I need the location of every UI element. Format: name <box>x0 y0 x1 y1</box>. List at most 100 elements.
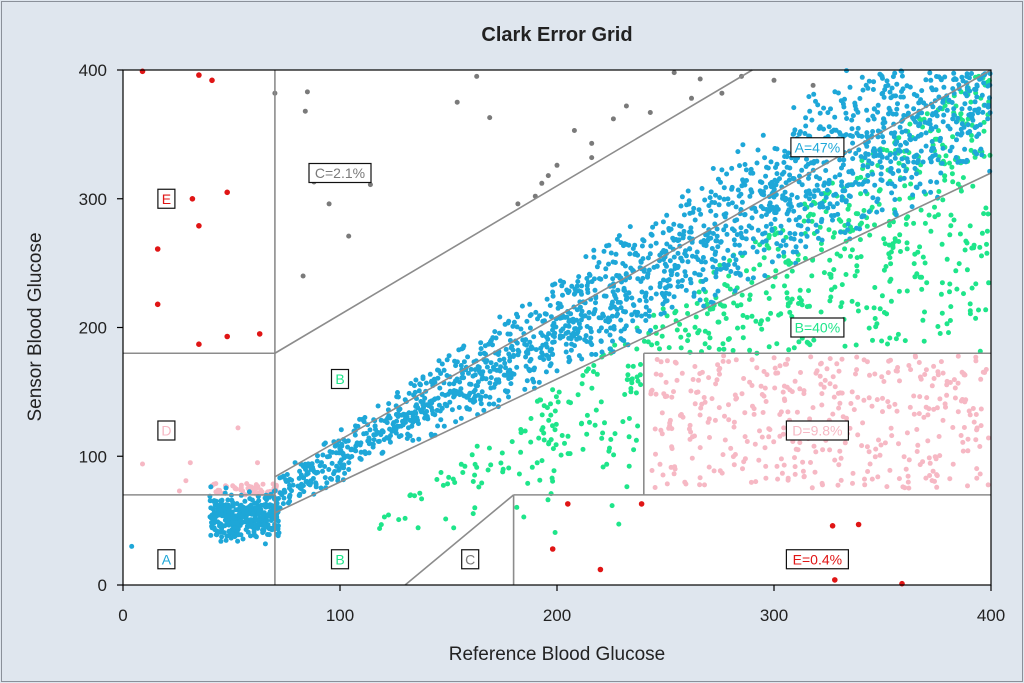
data-point-zone-b <box>567 451 573 457</box>
data-point-zone-a <box>855 109 861 115</box>
data-point-zone-a <box>657 284 663 290</box>
data-point-zone-a <box>637 329 642 334</box>
data-point-zone-d <box>881 379 887 384</box>
data-point-zone-b <box>553 421 559 427</box>
data-point-zone-a <box>732 242 738 248</box>
data-point-zone-b <box>622 392 628 397</box>
data-point-zone-c <box>554 162 560 168</box>
data-point-zone-e <box>224 333 230 340</box>
data-point-zone-a <box>436 358 442 364</box>
data-point-zone-a <box>950 86 956 92</box>
data-point-zone-a <box>610 259 616 265</box>
data-point-zone-a <box>959 106 965 112</box>
data-point-zone-b <box>692 324 698 330</box>
data-point-zone-d <box>951 377 957 383</box>
data-point-zone-a <box>941 112 947 118</box>
data-point-zone-a <box>796 131 802 137</box>
data-point-zone-a <box>929 112 935 118</box>
data-point-zone-d <box>822 377 828 383</box>
data-point-zone-a <box>698 211 704 217</box>
data-point-zone-a <box>314 458 320 464</box>
zone-label-box <box>308 162 372 184</box>
data-point-zone-a <box>671 294 677 300</box>
data-point-zone-a <box>843 199 849 205</box>
data-point-zone-a <box>611 304 617 310</box>
data-point-zone-a <box>715 176 721 182</box>
data-point-zone-a <box>563 330 569 336</box>
data-point-zone-a <box>901 163 907 169</box>
data-point-zone-a <box>891 134 897 140</box>
data-point-zone-a <box>593 300 598 306</box>
data-point-zone-b <box>594 371 600 377</box>
data-point-zone-a <box>283 477 289 483</box>
data-point-zone-d <box>934 405 940 411</box>
data-point-zone-b <box>845 206 851 212</box>
data-point-zone-d <box>787 387 793 393</box>
data-point-zone-a <box>757 179 763 185</box>
data-point-zone-a <box>919 88 925 94</box>
zone-label: B=40% <box>795 320 841 336</box>
data-point-zone-d <box>778 456 784 462</box>
data-point-zone-b <box>579 381 585 387</box>
data-point-zone-a <box>413 377 419 383</box>
zone-label: C <box>465 551 475 567</box>
data-point-zone-c <box>671 70 677 76</box>
data-point-zone-d <box>880 409 885 415</box>
data-point-zone-a <box>786 217 792 223</box>
data-point-zone-b <box>983 205 989 211</box>
data-point-zone-c <box>571 128 577 133</box>
data-point-zone-a <box>976 106 982 112</box>
data-point-zone-a <box>664 278 670 284</box>
data-point-zone-a <box>479 389 485 395</box>
data-point-zone-a <box>784 164 790 170</box>
data-point-zone-a <box>768 184 774 190</box>
data-point-zone-b <box>766 344 772 350</box>
data-point-zone-a <box>207 498 213 504</box>
data-point-zone-d <box>741 376 747 381</box>
y-tick-label: 0 <box>98 576 107 595</box>
data-point-zone-b <box>875 163 881 168</box>
data-point-zone-a <box>774 241 780 247</box>
data-point-zone-b <box>947 289 952 295</box>
data-point-zone-a <box>614 313 619 319</box>
data-point-zone-a <box>664 298 670 304</box>
data-point-zone-a <box>503 346 509 352</box>
data-point-zone-a <box>683 248 688 254</box>
data-point-zone-a <box>859 181 865 187</box>
data-point-zone-d <box>897 378 902 384</box>
data-point-zone-a <box>393 426 399 432</box>
data-point-zone-a <box>840 188 846 194</box>
data-point-zone-a <box>574 307 580 313</box>
data-point-zone-a <box>591 254 597 260</box>
data-point-zone-a <box>870 87 876 92</box>
data-point-zone-d <box>936 434 942 439</box>
data-point-zone-b <box>740 335 746 341</box>
data-point-zone-b <box>784 295 790 301</box>
data-point-zone-a <box>537 355 543 361</box>
data-point-zone-d <box>793 446 799 452</box>
data-point-zone-b <box>902 183 908 189</box>
data-point-zone-d <box>869 476 875 482</box>
data-point-zone-d <box>183 478 189 484</box>
data-point-zone-b <box>897 232 903 238</box>
data-point-zone-a <box>935 157 941 163</box>
data-point-zone-d <box>750 403 755 409</box>
data-point-zone-a <box>687 229 692 235</box>
data-point-zone-a <box>897 177 903 182</box>
data-point-zone-a <box>784 211 790 217</box>
data-point-zone-d <box>726 417 732 423</box>
data-point-zone-a <box>871 106 877 112</box>
data-point-zone-a <box>522 341 528 347</box>
data-point-zone-d <box>652 426 658 432</box>
data-point-zone-c <box>515 201 521 207</box>
zone-boundary-line <box>274 172 992 514</box>
data-point-zone-d <box>671 471 677 477</box>
data-point-zone-b <box>846 202 852 208</box>
data-point-zone-a <box>898 68 904 74</box>
data-point-zone-b <box>914 271 920 277</box>
data-point-zone-b <box>529 464 535 470</box>
zone-label: C=2.1% <box>315 165 365 181</box>
data-point-zone-b <box>556 389 562 395</box>
data-point-zone-b <box>539 412 545 418</box>
data-point-zone-a <box>237 505 242 511</box>
